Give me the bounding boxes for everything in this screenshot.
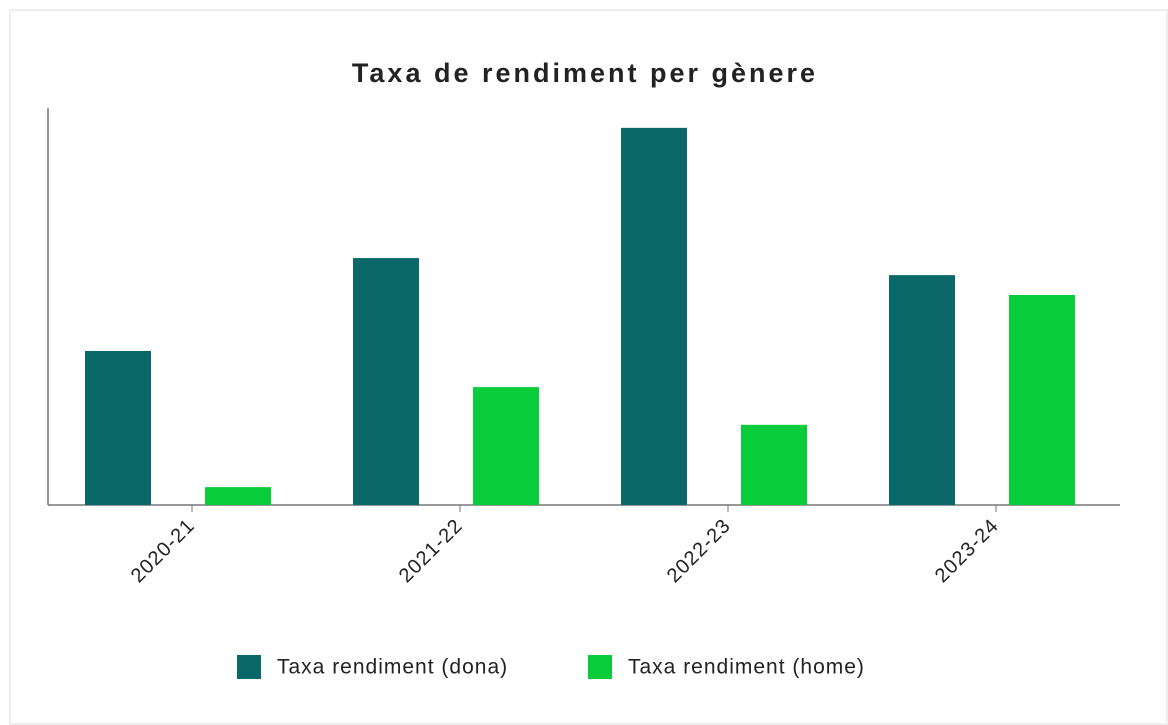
bar <box>85 350 151 505</box>
bar <box>621 127 687 505</box>
bar <box>1009 294 1075 505</box>
legend-label: Taxa rendiment (dona) <box>277 656 508 679</box>
legend-swatch <box>588 655 612 679</box>
bar <box>205 487 271 505</box>
bar <box>353 258 419 505</box>
legend-swatch <box>237 655 261 679</box>
bar <box>473 387 539 505</box>
chart-title: Taxa de rendiment per gènere <box>352 58 818 88</box>
bar <box>889 275 955 505</box>
card <box>9 9 1168 725</box>
legend-label: Taxa rendiment (home) <box>628 656 865 679</box>
bar <box>741 424 807 505</box>
